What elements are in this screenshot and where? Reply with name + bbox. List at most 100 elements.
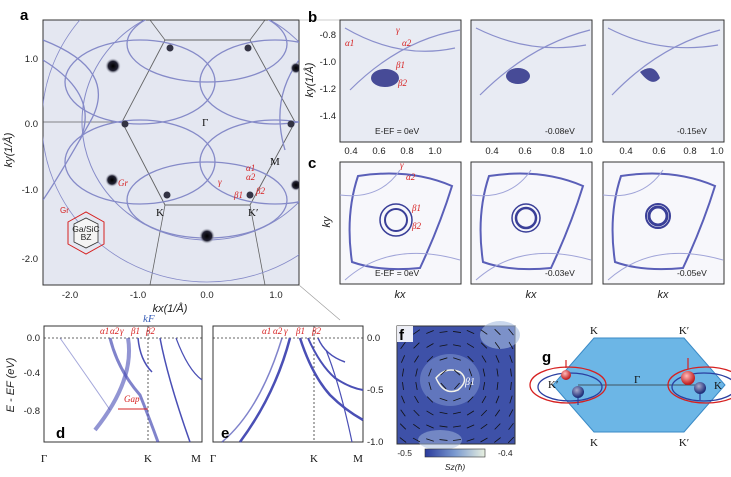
panel-c-plots: γ α2 β1 β2 E-EF = 0eV -0.03eV -0.05eV — [339, 160, 725, 285]
spin-arrow — [401, 395, 405, 404]
spin-arrow — [509, 355, 513, 363]
b-beta2: β2 — [397, 78, 407, 88]
e-xtick-2: M — [353, 453, 363, 465]
b-xtick-0-0: 0.4 — [344, 146, 357, 157]
spin-arrow — [507, 436, 515, 444]
g-gamma: Γ — [634, 374, 640, 386]
e-ytick-0: 0.0 — [367, 333, 380, 344]
g-kp-bot: K′ — [679, 437, 689, 449]
b-ytick-1: -1.0 — [320, 57, 336, 68]
spin-arrow — [480, 409, 488, 417]
spin-arrow — [452, 439, 462, 441]
inset-gr-label: Gr — [60, 206, 69, 215]
spin-arrow — [494, 437, 501, 443]
spin-arrow — [508, 341, 514, 350]
bz-inset: Ga/SiC BZ Gr — [60, 206, 105, 255]
c-beta1: β1 — [411, 203, 421, 213]
panel-a-axes: -2.0 -1.0 0.0 1.0 kx(1/Å) 1.0 0.0 -1.0 -… — [2, 54, 283, 315]
panel-d-plot: Gap kF α1 α2 γ β1 β2 d — [43, 313, 203, 443]
spin-arrow — [480, 342, 488, 349]
spin-arrow — [400, 342, 406, 349]
spin-arrow — [510, 381, 512, 391]
spin-arrow — [439, 411, 448, 415]
kprime-label-a: K′ — [248, 207, 258, 219]
spin-arrow — [508, 409, 514, 417]
spin-arrow — [494, 342, 501, 349]
panel-a-label: a — [20, 7, 29, 24]
spin-arrow — [467, 396, 474, 403]
spin-arrow — [468, 382, 473, 390]
spin-arrow — [412, 437, 421, 443]
spin-arrow — [481, 395, 487, 404]
b-xtick-2-1: 0.6 — [652, 146, 665, 157]
spin-arrow — [426, 343, 434, 348]
d-ytick-0: 0.0 — [27, 333, 40, 344]
c-energy-0: E-EF = 0eV — [375, 268, 420, 278]
c-gamma: γ — [400, 160, 404, 170]
d-xtick-1: K — [144, 453, 152, 465]
b-xtick-0-2: 0.8 — [400, 146, 413, 157]
b-beta1: β1 — [395, 60, 405, 70]
e-band-0: α1 — [262, 326, 271, 336]
spin-arrow — [496, 381, 499, 391]
a-xtick-0: -2.0 — [62, 290, 78, 301]
d-kf: kF — [143, 313, 155, 325]
a-ylabel: ky(1/Å) — [2, 132, 15, 167]
spin-arrow — [426, 438, 434, 442]
c-xlabel-1: kx — [526, 289, 538, 301]
beta1-label-a: β1 — [233, 190, 243, 200]
f-cbar-label: Sz(ħ) — [445, 462, 465, 472]
spin-arrow — [495, 355, 500, 363]
a-xtick-3: 1.0 — [269, 290, 282, 301]
b-ytick-0: -0.8 — [320, 30, 336, 41]
a-xtick-2: 0.0 — [200, 290, 213, 301]
b-xtick-1-3: 1.0 — [579, 146, 592, 157]
spin-arrow — [466, 438, 475, 442]
d-band-4: β2 — [145, 326, 155, 336]
spin-arrow — [453, 369, 461, 376]
spin-arrow — [439, 439, 448, 441]
spin-arrow — [510, 368, 512, 377]
panel-d-axes: 0.0 -0.4 -0.8 E - EF (eV) Γ K M — [5, 333, 201, 465]
gamma-band-label-a: γ — [218, 177, 222, 187]
e-ytick-2: -1.0 — [367, 437, 383, 448]
panel-e-axes: 0.0 -0.5 -1.0 Γ K M — [210, 333, 384, 465]
panel-f-plot: β1 f -0.5 -0.4 Sz(ħ) — [396, 321, 520, 472]
c-xlabel-0: kx — [395, 289, 407, 301]
k-label-a: K — [156, 207, 164, 219]
spin-arrow — [495, 395, 500, 404]
d-ytick-2: -0.8 — [24, 406, 40, 417]
b-xtick-2-2: 0.8 — [683, 146, 696, 157]
spin-arrow — [466, 410, 475, 416]
b-xtick-1-1: 0.6 — [518, 146, 531, 157]
a-ytick-0: 1.0 — [25, 54, 38, 65]
b-xtick-0-3: 1.0 — [428, 146, 441, 157]
panel-c-axes: ky kx kx kx — [321, 215, 669, 301]
panel-b-axes: -0.8 -1.0 -1.2 -1.4 ky(1/Å) 0.4 0.6 0.8 … — [303, 30, 724, 157]
a-xlabel: kx(1/Å) — [153, 302, 188, 315]
panel-f-label: f — [399, 327, 405, 344]
spin-arrow — [439, 357, 448, 361]
spin-arrow — [453, 344, 461, 347]
panel-e-plot: α1 α2 γ β1 β2 e — [212, 325, 364, 443]
d-band-2: γ — [120, 326, 124, 336]
e-band-2: γ — [284, 326, 288, 336]
spin-arrow — [480, 423, 488, 430]
spin-arrow — [401, 355, 405, 363]
d-xtick-0: Γ — [41, 453, 47, 465]
spin-arrow — [509, 395, 513, 404]
inset-sic-label: Ga/SiC — [72, 224, 99, 234]
spin-arrow — [413, 342, 420, 349]
panel-c-label: c — [308, 155, 316, 172]
c-energy-2: -0.05eV — [677, 268, 707, 278]
c-beta2: β2 — [411, 221, 421, 231]
f-band: β1 — [464, 377, 475, 388]
spin-arrow — [399, 437, 407, 443]
spin-arrow — [494, 328, 501, 336]
spin-arrow — [494, 409, 501, 417]
d-band-0: α1 — [100, 326, 109, 336]
g-k-top: K — [590, 325, 598, 337]
spin-arrow — [439, 397, 448, 402]
inset-bz-label: BZ — [81, 232, 92, 242]
panel-b-label: b — [308, 9, 317, 26]
